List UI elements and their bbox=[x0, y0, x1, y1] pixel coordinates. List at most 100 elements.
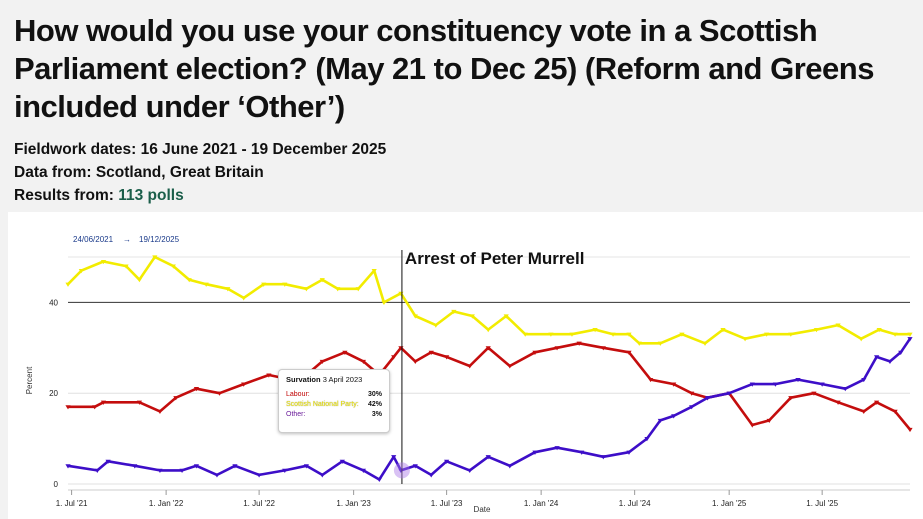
data-point-scottish-national-party bbox=[702, 341, 708, 346]
tooltip-row-value: 30% bbox=[367, 391, 382, 398]
data-point-scottish-national-party bbox=[136, 278, 143, 283]
y-axis: 0 20 40 bbox=[49, 298, 58, 489]
data-point-labour bbox=[507, 364, 513, 369]
data-point-labour bbox=[428, 350, 434, 355]
data-point-labour bbox=[626, 350, 632, 355]
x-tick-label: 1. Jan '23 bbox=[336, 499, 371, 508]
data-point-scottish-national-party bbox=[569, 332, 575, 337]
data-point-other bbox=[657, 418, 663, 424]
data-point-scottish-national-party bbox=[679, 332, 685, 337]
data-point-labour bbox=[193, 387, 200, 392]
x-tick-label: 1. Jan '25 bbox=[712, 499, 747, 508]
data-point-labour bbox=[874, 400, 880, 405]
data-point-scottish-national-party bbox=[485, 328, 491, 333]
data-point-labour bbox=[600, 346, 606, 351]
fieldwork-dates: Fieldwork dates: 16 June 2021 - 19 Decem… bbox=[14, 141, 386, 159]
data-point-scottish-national-party bbox=[433, 323, 439, 328]
data-point-scottish-national-party bbox=[371, 269, 377, 274]
data-point-other bbox=[861, 377, 867, 383]
data-source-value: Scotland, Great Britain bbox=[95, 164, 264, 181]
data-point-other bbox=[132, 464, 138, 469]
data-point-other bbox=[689, 405, 695, 410]
data-point-scottish-national-party bbox=[335, 287, 341, 292]
tooltip-row-name: Scottish National Party: bbox=[286, 401, 359, 408]
x-tick-label: 1. Jan '22 bbox=[149, 499, 184, 508]
data-point-other bbox=[579, 450, 585, 455]
data-point-other bbox=[819, 382, 825, 387]
data-point-scottish-national-party bbox=[100, 259, 107, 265]
data-point-labour bbox=[241, 382, 247, 387]
data-point-other bbox=[444, 459, 450, 464]
data-point-scottish-national-party bbox=[813, 328, 820, 333]
data-point-other bbox=[795, 377, 801, 383]
chart-area[interactable]: 1. Jul '21 1. Jan '22 1. Jul '22 1. Jan '23… bbox=[8, 212, 923, 519]
tooltip-row-labour: Labour: 30% bbox=[286, 391, 382, 398]
data-point-other bbox=[94, 468, 100, 473]
data-point-scottish-national-party bbox=[152, 255, 158, 260]
x-tick-label: 1. Jul '21 bbox=[56, 499, 88, 508]
y-tick-label: 40 bbox=[49, 298, 58, 307]
data-point-scottish-national-party bbox=[65, 282, 71, 287]
data-point-labour bbox=[444, 355, 450, 360]
range-start[interactable]: 24/06/2021 bbox=[73, 235, 114, 244]
data-point-other bbox=[428, 473, 434, 478]
data-point-labour bbox=[216, 391, 223, 396]
data-point-labour bbox=[157, 409, 163, 414]
data-point-labour bbox=[360, 359, 366, 365]
series-line-labour bbox=[66, 342, 912, 431]
data-point-other bbox=[179, 468, 185, 473]
range-end[interactable]: 19/12/2025 bbox=[139, 235, 180, 244]
data-point-labour bbox=[647, 377, 654, 383]
series-layer bbox=[65, 255, 913, 483]
data-point-other bbox=[644, 437, 650, 442]
x-tick-label: 1. Jul '22 bbox=[243, 499, 275, 508]
data-source: Data from: Scotland, Great Britain bbox=[14, 164, 264, 182]
y-tick-label: 0 bbox=[54, 480, 59, 489]
data-point-other bbox=[600, 455, 606, 460]
data-point-scottish-national-party bbox=[203, 282, 209, 287]
tooltip-row-value: 42% bbox=[367, 401, 382, 408]
data-point-other bbox=[704, 396, 711, 401]
data-point-scottish-national-party bbox=[261, 282, 267, 287]
data-point-scottish-national-party bbox=[858, 337, 864, 342]
data-point-scottish-national-party bbox=[720, 328, 726, 333]
data-point-other bbox=[626, 450, 632, 455]
tooltip-date: 3 April 2023 bbox=[322, 375, 363, 384]
data-point-other bbox=[282, 468, 288, 473]
annotation-label: Arrest of Peter Murrell bbox=[405, 249, 584, 268]
data-point-labour bbox=[671, 382, 677, 387]
data-point-scottish-national-party bbox=[907, 332, 913, 337]
data-point-other bbox=[772, 382, 779, 387]
data-source-label: Data from: bbox=[14, 164, 92, 181]
poll-line-chart[interactable]: 1. Jul '21 1. Jan '22 1. Jul '22 1. Jan '23… bbox=[8, 212, 923, 519]
hover-marker bbox=[393, 462, 410, 479]
data-point-other bbox=[749, 382, 755, 387]
data-point-scottish-national-party bbox=[319, 278, 325, 283]
data-point-other bbox=[507, 464, 513, 469]
results-value[interactable]: 113 polls bbox=[118, 187, 184, 204]
fieldwork-label: Fieldwork dates: bbox=[14, 141, 137, 158]
data-point-scottish-national-party bbox=[225, 287, 231, 292]
data-point-other bbox=[467, 468, 473, 473]
tooltip-row-value: 3% bbox=[371, 411, 382, 418]
data-point-other bbox=[193, 464, 200, 469]
tooltip-header: Survation 3 April 2023 bbox=[286, 375, 382, 384]
data-point-scottish-national-party bbox=[451, 309, 457, 315]
data-point-scottish-national-party bbox=[548, 332, 554, 337]
y-axis-title: Percent bbox=[25, 366, 34, 394]
data-point-labour bbox=[766, 418, 772, 424]
data-point-labour bbox=[391, 355, 397, 360]
data-point-other bbox=[485, 455, 491, 460]
data-point-labour bbox=[554, 346, 560, 351]
data-point-scottish-national-party bbox=[123, 264, 129, 269]
data-point-scottish-national-party bbox=[355, 287, 361, 292]
grid-lines bbox=[68, 256, 910, 485]
data-point-other bbox=[232, 464, 238, 469]
data-point-other bbox=[412, 464, 418, 469]
data-point-other bbox=[256, 473, 262, 478]
data-point-labour bbox=[749, 423, 755, 428]
data-point-scottish-national-party bbox=[381, 300, 387, 305]
data-point-other bbox=[898, 350, 904, 355]
data-point-scottish-national-party bbox=[170, 264, 176, 269]
data-point-labour bbox=[835, 400, 841, 405]
